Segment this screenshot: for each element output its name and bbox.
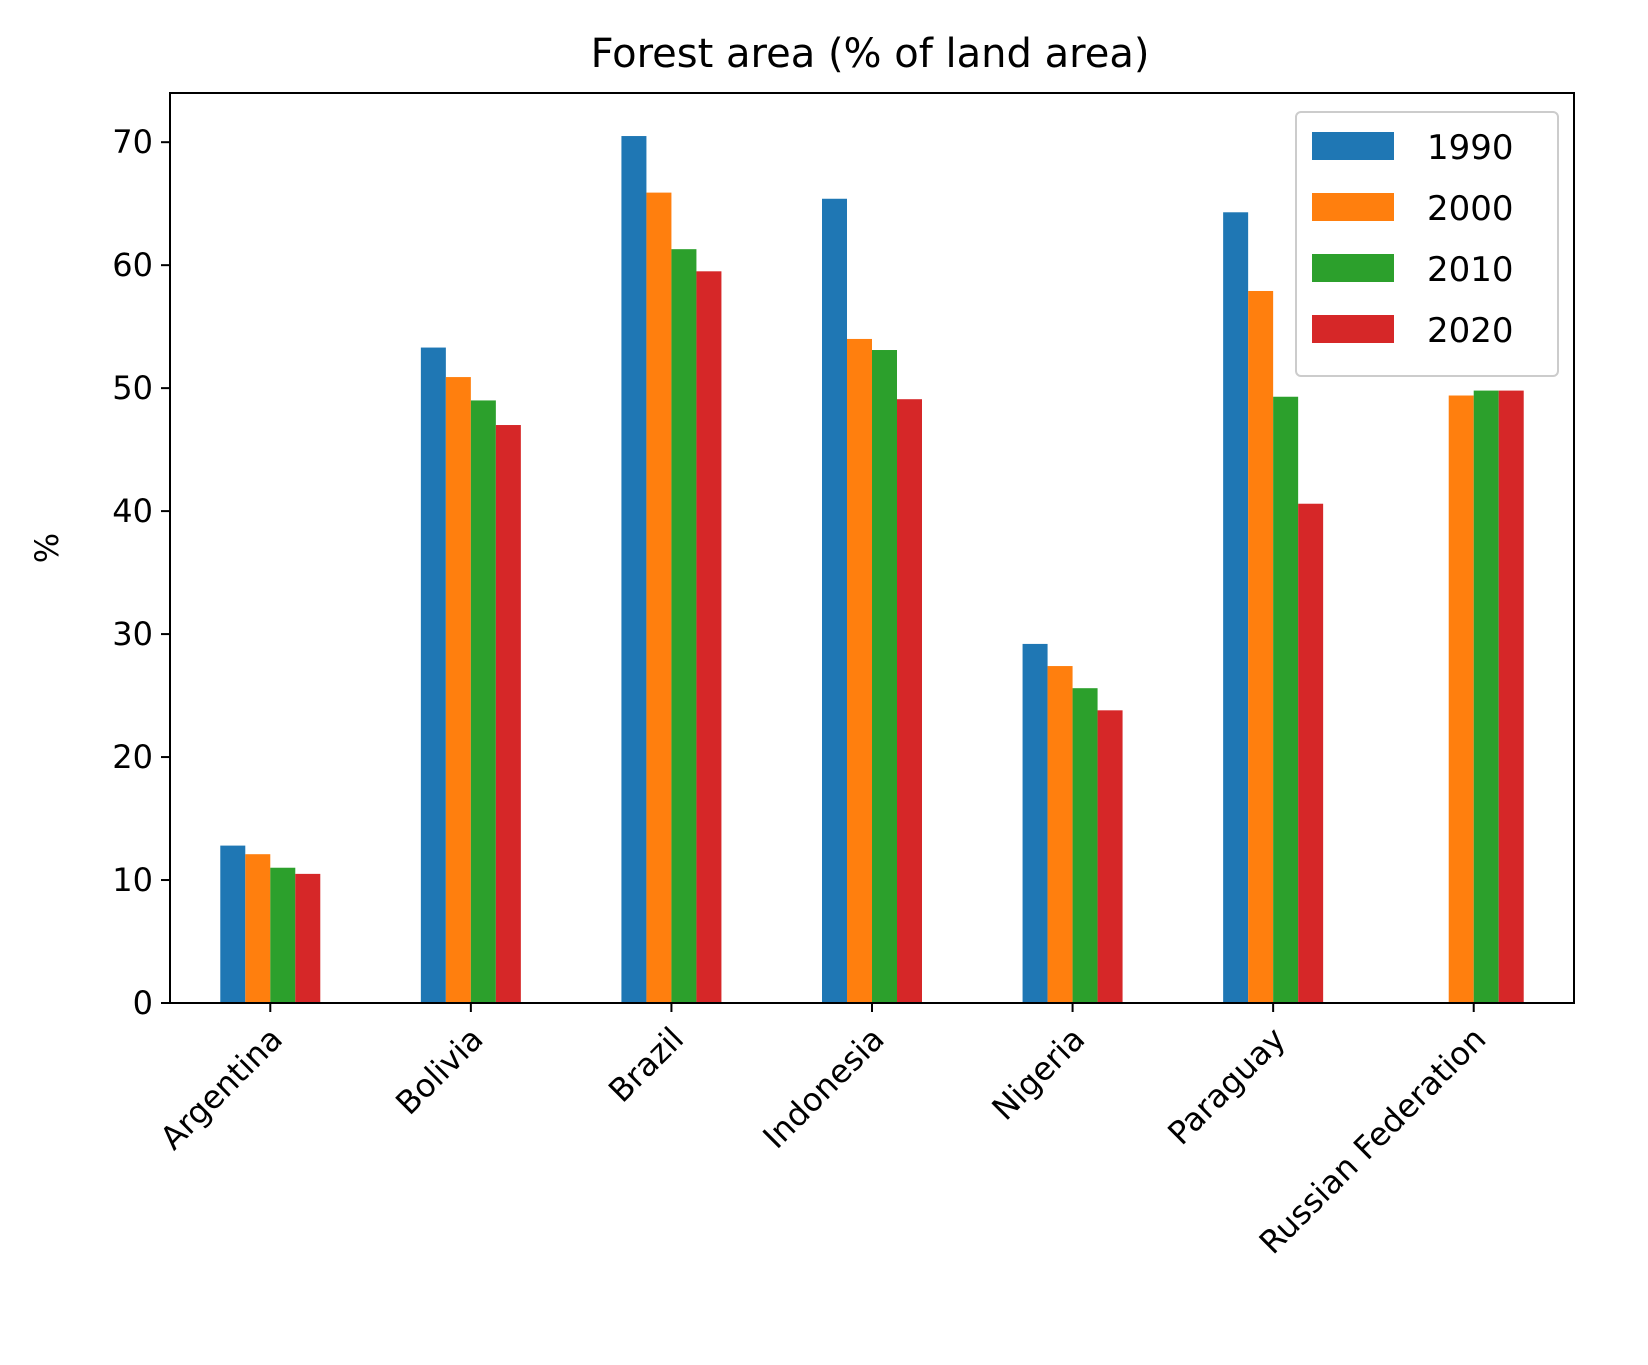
bar-paraguay-2020 bbox=[1298, 503, 1324, 1003]
bar-paraguay-2000 bbox=[1248, 290, 1274, 1004]
bars-layer bbox=[220, 136, 1524, 1004]
bar-indonesia-2000 bbox=[847, 338, 872, 1004]
legend-swatch-2010 bbox=[1312, 254, 1394, 282]
x-tick-label: Indonesia bbox=[755, 1020, 891, 1156]
legend-swatch-1990 bbox=[1312, 132, 1394, 160]
y-tick-label: 40 bbox=[112, 492, 153, 530]
legend-swatch-2000 bbox=[1312, 193, 1394, 221]
y-tick-label: 20 bbox=[112, 738, 153, 776]
chart-title: Forest area (% of land area) bbox=[591, 31, 1150, 77]
y-tick-label: 10 bbox=[112, 861, 153, 899]
bar-paraguay-1990 bbox=[1223, 212, 1249, 1003]
bar-brazil-2020 bbox=[696, 271, 722, 1004]
bar-bolivia-2010 bbox=[470, 400, 496, 1003]
y-tick-label: 50 bbox=[112, 369, 153, 407]
bar-argentina-2020 bbox=[295, 873, 321, 1003]
bar-brazil-2000 bbox=[646, 192, 672, 1004]
bar-argentina-1990 bbox=[220, 845, 246, 1003]
y-tick-label: 30 bbox=[112, 615, 153, 653]
y-tick-label: 70 bbox=[112, 123, 153, 161]
legend-label-1990: 1990 bbox=[1427, 128, 1514, 168]
legend-label-2010: 2010 bbox=[1427, 250, 1514, 290]
bar-nigeria-2020 bbox=[1097, 710, 1123, 1003]
y-axis: 0 10 20 30 40 50 60 70 bbox=[112, 123, 170, 1022]
bar-nigeria-1990 bbox=[1022, 643, 1048, 1003]
x-tick-label: Russian Federation bbox=[1252, 1020, 1494, 1262]
bar-indonesia-2020 bbox=[897, 399, 922, 1003]
x-axis: Argentina Bolivia Brazil Indonesia Nigeria Pa… bbox=[153, 1003, 1494, 1262]
bar-argentina-2000 bbox=[245, 854, 271, 1003]
bar-russian-federation-2000 bbox=[1448, 395, 1474, 1003]
bar-paraguay-2010 bbox=[1273, 396, 1299, 1003]
x-tick-label: Nigeria bbox=[984, 1020, 1092, 1128]
legend-label-2000: 2000 bbox=[1427, 189, 1514, 229]
y-tick-label: 0 bbox=[133, 984, 153, 1022]
bar-indonesia-1990 bbox=[822, 198, 847, 1003]
legend: 1990 2000 2010 2020 bbox=[1295, 111, 1559, 377]
y-tick-label: 60 bbox=[112, 246, 153, 284]
y-axis-label: % bbox=[28, 533, 66, 563]
bar-russian-federation-2010 bbox=[1473, 390, 1499, 1003]
legend-swatch-2020 bbox=[1312, 315, 1394, 343]
bar-brazil-2010 bbox=[671, 249, 697, 1004]
bar-nigeria-2000 bbox=[1047, 666, 1073, 1003]
x-tick-label: Brazil bbox=[601, 1020, 691, 1110]
bar-nigeria-2010 bbox=[1072, 688, 1098, 1003]
bar-bolivia-2000 bbox=[445, 377, 471, 1003]
bar-indonesia-2010 bbox=[872, 350, 897, 1003]
legend-box bbox=[1295, 111, 1559, 377]
bar-russian-federation-2020 bbox=[1498, 390, 1524, 1003]
bar-argentina-2010 bbox=[270, 867, 296, 1003]
bar-brazil-1990 bbox=[621, 136, 647, 1004]
x-tick-label: Argentina bbox=[153, 1020, 290, 1157]
x-tick-label: Bolivia bbox=[388, 1020, 490, 1122]
legend-label-2020: 2020 bbox=[1427, 311, 1514, 351]
x-tick-label: Paraguay bbox=[1160, 1020, 1292, 1152]
bar-bolivia-1990 bbox=[420, 347, 446, 1003]
bar-bolivia-2020 bbox=[495, 425, 521, 1003]
